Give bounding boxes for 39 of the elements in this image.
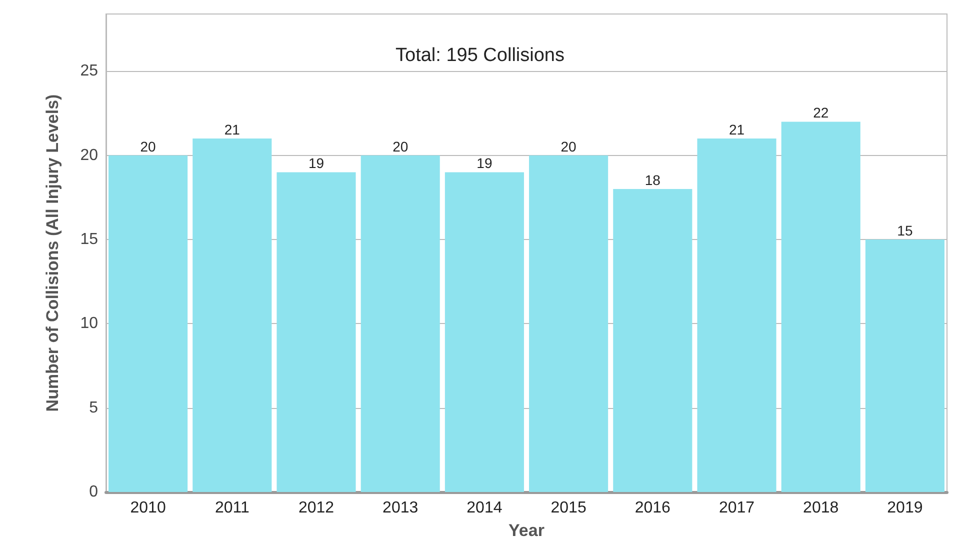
data-label: 20	[140, 138, 156, 154]
y-tick-label: 25	[80, 62, 98, 80]
data-label: 19	[476, 155, 492, 172]
data-label: 19	[308, 155, 324, 172]
x-tick-label: 2016	[634, 500, 671, 516]
data-label: 15	[897, 222, 913, 239]
data-label: 18	[644, 172, 661, 188]
x-tick-label: 2019	[887, 500, 923, 516]
y-axis-title: Number of Collisions (All Injury Levels)	[43, 94, 62, 412]
data-label: 20	[560, 138, 577, 154]
bar	[360, 155, 440, 492]
x-tick-label: 2013	[382, 500, 418, 516]
x-tick-label: 2017	[718, 500, 755, 516]
y-tick-label: 5	[89, 399, 98, 416]
y-tick-label: 15	[80, 231, 98, 248]
x-tick-label: 2012	[298, 500, 334, 516]
data-label: 21	[224, 122, 240, 138]
bar	[529, 155, 608, 492]
x-tick-label: 2015	[550, 500, 586, 516]
bar	[865, 240, 944, 492]
y-tick-label: 0	[89, 484, 98, 500]
bar	[697, 138, 776, 492]
data-label: 22	[813, 104, 829, 121]
y-tick-label: 20	[80, 146, 98, 164]
x-tick-label: 2018	[803, 500, 839, 516]
x-tick-label: 2014	[466, 500, 502, 516]
bar	[108, 155, 188, 492]
x-tick-label: 2010	[130, 500, 166, 516]
annotation: Total: 195 Collisions	[396, 45, 564, 66]
bar	[276, 172, 356, 492]
x-axis-title: Year	[508, 521, 545, 540]
data-label: 20	[392, 138, 408, 154]
data-label: 21	[728, 122, 745, 138]
bar	[444, 172, 524, 492]
x-tick-label: 2011	[214, 500, 250, 516]
y-tick-label: 10	[80, 315, 98, 332]
bar	[781, 122, 860, 492]
bar	[613, 189, 692, 492]
bar	[192, 138, 272, 492]
